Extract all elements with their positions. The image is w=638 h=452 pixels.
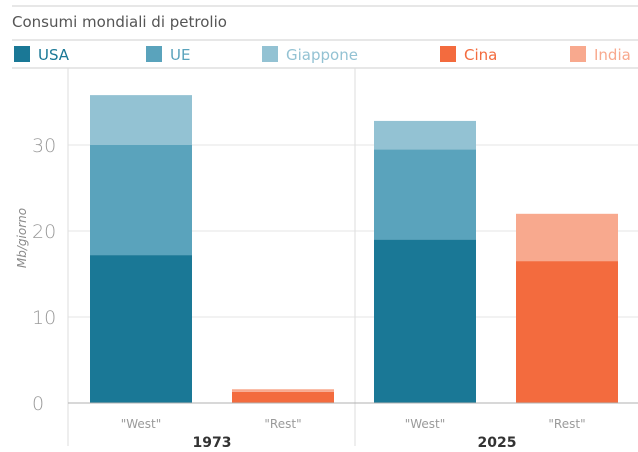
legend-item-india: India <box>570 46 631 64</box>
legend-label-usa: USA <box>38 46 70 64</box>
legend-swatch-usa <box>14 46 30 62</box>
legend-swatch-cina <box>440 46 456 62</box>
bar-1973-rest-india <box>232 389 334 392</box>
legend-label-cina: Cina <box>464 46 497 64</box>
x-axis: "West" "Rest" 1973 "West" "Rest" 2025 <box>68 402 638 451</box>
legend-item-ue: UE <box>146 46 190 64</box>
bar-1973-rest-cina <box>232 391 334 403</box>
bar-2025-rest-india <box>516 213 618 262</box>
y-tick-label-20: 20 <box>32 221 56 243</box>
bar-1973-west-ue <box>90 145 192 256</box>
x-group-label-2025: 2025 <box>478 435 517 451</box>
bar-2025-west-usa <box>374 239 476 403</box>
bar-1973-west-usa <box>90 255 192 403</box>
chart-title: Consumi mondiali di petrolio <box>12 13 227 31</box>
y-tick-label-30: 30 <box>32 135 56 157</box>
legend-label-india: India <box>594 46 631 64</box>
y-tick-label-0: 0 <box>32 393 44 415</box>
x-category-label-2025-west: "West" <box>405 417 446 431</box>
legend-swatch-ue <box>146 46 162 62</box>
bar-2025-west-giappone <box>374 120 476 150</box>
legend-swatch-india <box>570 46 586 62</box>
legend: USA UE Giappone Cina India <box>14 46 631 64</box>
x-group-label-1973: 1973 <box>193 435 232 451</box>
bar-1973-west-giappone <box>90 95 192 145</box>
bar-2025-west-ue <box>374 149 476 240</box>
y-axis-label: Mb/giorno <box>15 208 29 268</box>
legend-item-giappone: Giappone <box>262 46 358 64</box>
legend-item-usa: USA <box>14 46 70 64</box>
bars <box>90 95 618 403</box>
x-category-label-2025-rest: "Rest" <box>548 417 585 431</box>
legend-item-cina: Cina <box>440 46 497 64</box>
legend-swatch-giappone <box>262 46 278 62</box>
x-category-label-1973-west: "West" <box>121 417 162 431</box>
x-category-label-1973-rest: "Rest" <box>264 417 301 431</box>
legend-label-giappone: Giappone <box>286 46 358 64</box>
bar-2025-rest-cina <box>516 261 618 403</box>
y-tick-label-10: 10 <box>32 307 56 329</box>
legend-label-ue: UE <box>170 46 190 64</box>
y-axis: 0 10 20 30 <box>32 135 56 415</box>
